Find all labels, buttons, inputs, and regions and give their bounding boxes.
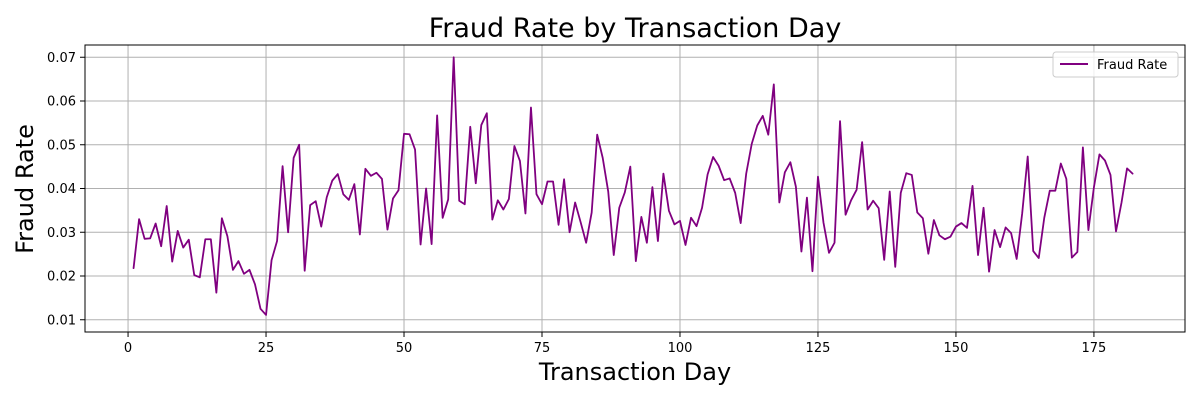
x-tick-label: 0 bbox=[124, 341, 132, 356]
y-tick-label: 0.01 bbox=[47, 313, 76, 328]
x-tick-label: 150 bbox=[944, 341, 969, 356]
series-layer bbox=[132, 56, 1134, 316]
y-tick-label: 0.02 bbox=[47, 270, 76, 285]
legend-label-fraud-rate: Fraud Rate bbox=[1097, 58, 1167, 73]
x-tick-label: 175 bbox=[1082, 341, 1107, 356]
x-tick-label: 50 bbox=[396, 341, 413, 356]
x-tick-label: 125 bbox=[806, 341, 831, 356]
y-tick-label: 0.06 bbox=[47, 95, 76, 110]
y-tick-label: 0.05 bbox=[47, 138, 76, 153]
grid-lines bbox=[85, 45, 1185, 332]
y-tick-label: 0.07 bbox=[47, 51, 76, 66]
x-tick-label: 25 bbox=[258, 341, 275, 356]
series-line-fraud-rate bbox=[132, 56, 1134, 316]
x-tick-label: 75 bbox=[534, 341, 551, 356]
x-tick-label: 100 bbox=[668, 341, 693, 356]
y-tick-label: 0.04 bbox=[47, 182, 76, 197]
ticks: 0 25 50 75 100 125 150 175 0.01 0.02 0.03 0.04 0.05 0… bbox=[47, 51, 1106, 356]
legend: Fraud Rate bbox=[1052, 51, 1179, 78]
y-axis-label: Fraud Rate bbox=[11, 124, 39, 254]
y-tick-label: 0.03 bbox=[47, 226, 76, 241]
x-axis-label: Transaction Day bbox=[538, 358, 731, 386]
legend-box bbox=[1052, 51, 1179, 78]
chart-title: Fraud Rate by Transaction Day bbox=[429, 13, 842, 44]
